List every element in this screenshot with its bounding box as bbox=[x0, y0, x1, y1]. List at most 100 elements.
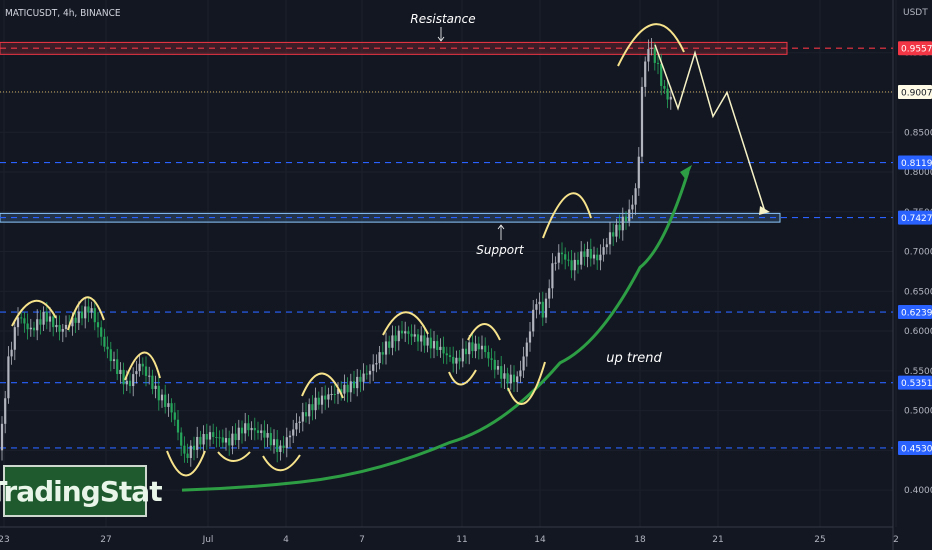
time-axis: 23 27 Jul 4 7 11 14 18 21 25 2 bbox=[0, 535, 899, 545]
candle-body bbox=[173, 412, 176, 420]
candle-body bbox=[503, 373, 506, 379]
x-tick-label: 14 bbox=[534, 535, 546, 545]
candle-body bbox=[269, 433, 272, 446]
candle-body bbox=[186, 453, 189, 458]
candle-body bbox=[461, 348, 464, 362]
candle-body bbox=[176, 419, 180, 433]
candle-body bbox=[560, 252, 564, 255]
candle-body bbox=[45, 311, 48, 322]
candle-body bbox=[234, 433, 237, 441]
candle-body bbox=[157, 385, 160, 401]
candle-body bbox=[77, 311, 80, 323]
candle-body bbox=[343, 384, 346, 394]
candle-body bbox=[525, 342, 528, 357]
x-tick-label: 21 bbox=[712, 535, 723, 545]
candle-body bbox=[314, 397, 317, 411]
price-level-value: 0.9007 bbox=[901, 88, 932, 98]
candle-body bbox=[487, 352, 490, 359]
uptrend-label: up trend bbox=[606, 351, 662, 366]
candle-body bbox=[413, 334, 416, 337]
candle-body bbox=[500, 366, 503, 379]
candle-body bbox=[480, 345, 484, 350]
candle-body bbox=[509, 374, 512, 384]
candle-body bbox=[464, 348, 468, 355]
candle-body bbox=[128, 380, 132, 387]
candle-body bbox=[260, 430, 263, 433]
candle-body bbox=[589, 248, 592, 259]
candle-body bbox=[231, 433, 234, 446]
candle-body bbox=[87, 306, 90, 313]
candle-body bbox=[199, 436, 202, 445]
candle-body bbox=[32, 327, 36, 331]
uptrend-arc bbox=[181, 171, 690, 492]
candle-body bbox=[535, 304, 538, 310]
projection-arrowhead bbox=[759, 206, 770, 215]
candle-body bbox=[116, 359, 119, 374]
candle-body bbox=[100, 327, 103, 337]
candle-body bbox=[605, 244, 608, 248]
candle-body bbox=[20, 317, 23, 319]
candle-body bbox=[327, 394, 330, 400]
candle-body bbox=[324, 395, 327, 400]
candle-body bbox=[84, 306, 87, 319]
candle-body bbox=[26, 323, 29, 330]
price-level-value: 0.6239 bbox=[901, 309, 932, 319]
candle-body bbox=[388, 341, 391, 348]
candle-body bbox=[320, 395, 324, 405]
candle-body bbox=[202, 433, 205, 445]
price-level-value: 0.7427 bbox=[901, 214, 932, 224]
candle-body bbox=[458, 357, 461, 362]
candle-body bbox=[253, 427, 256, 431]
candle-body bbox=[346, 384, 349, 393]
candle-body bbox=[208, 432, 212, 440]
candle-body bbox=[416, 334, 420, 342]
candle-body bbox=[317, 397, 320, 405]
candle-body bbox=[653, 47, 656, 63]
candle-body bbox=[608, 232, 612, 245]
candle-body bbox=[215, 436, 218, 438]
candle-body bbox=[263, 430, 266, 438]
candle-body bbox=[580, 251, 583, 265]
candle-body bbox=[189, 445, 192, 458]
candle-body bbox=[196, 436, 199, 450]
candle-body bbox=[180, 432, 183, 446]
candle-body bbox=[528, 331, 532, 343]
swing-arc bbox=[11, 299, 57, 327]
candle-body bbox=[349, 381, 352, 393]
candle-body bbox=[522, 356, 525, 371]
candle-body bbox=[644, 61, 647, 87]
chart-grid bbox=[0, 0, 894, 550]
candle-body bbox=[471, 342, 474, 352]
candle-body bbox=[378, 352, 381, 364]
projection-path bbox=[654, 44, 766, 213]
candle-body bbox=[288, 435, 292, 438]
candle-body bbox=[647, 48, 650, 62]
candle-body bbox=[496, 366, 500, 370]
candle-body bbox=[544, 298, 548, 318]
candle-body bbox=[567, 259, 570, 261]
candle-body bbox=[164, 394, 167, 407]
candle-body bbox=[154, 385, 157, 389]
candle-body bbox=[256, 430, 260, 433]
x-tick-label: 4 bbox=[283, 535, 289, 545]
candle-body bbox=[548, 288, 551, 299]
swing-arc bbox=[507, 361, 546, 405]
candle-body bbox=[442, 346, 445, 354]
candle-body bbox=[506, 373, 509, 384]
candle-body bbox=[365, 373, 368, 375]
candle-body bbox=[445, 353, 448, 356]
candle-body bbox=[624, 216, 628, 222]
x-tick-label: 18 bbox=[634, 535, 646, 545]
x-tick-label: 25 bbox=[814, 535, 825, 545]
price-level-badge bbox=[898, 440, 932, 455]
swing-arc bbox=[382, 311, 429, 336]
candle-body bbox=[660, 63, 663, 86]
candle-body bbox=[333, 393, 336, 395]
candle-body bbox=[160, 394, 164, 401]
swing-arc bbox=[301, 372, 344, 399]
candle-body bbox=[276, 439, 279, 452]
